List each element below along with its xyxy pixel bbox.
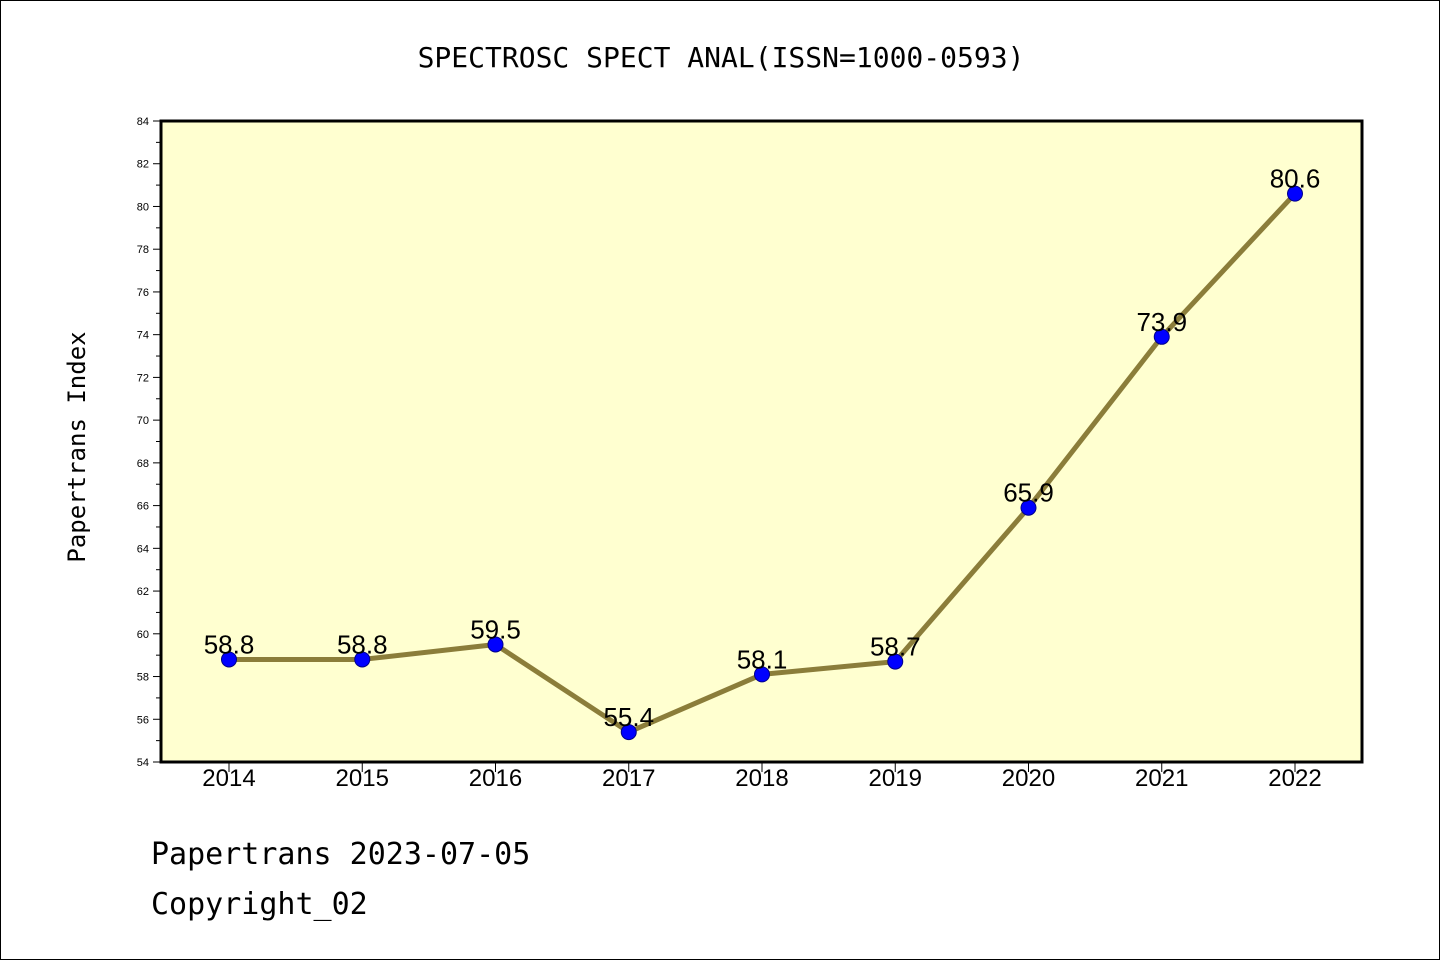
data-label: 58.1 (737, 644, 788, 674)
y-tick-label: 74 (137, 330, 149, 342)
x-tick-label: 2020 (1002, 765, 1055, 792)
data-point (1287, 185, 1303, 202)
y-tick-label: 66 (137, 501, 149, 513)
data-label: 58.8 (204, 629, 255, 659)
x-tick-label: 2022 (1268, 765, 1321, 792)
y-tick-label: 84 (137, 116, 149, 128)
y-tick-label: 68 (137, 458, 149, 470)
y-tick-label: 78 (137, 244, 149, 256)
y-axis: 54 56 58 60 62 64 66 68 70 72 74 76 78 80 82 84 (137, 116, 161, 769)
y-tick-label: 56 (137, 714, 149, 726)
y-tick-label: 70 (137, 415, 149, 427)
x-tick-label: 2015 (336, 765, 389, 792)
data-label: 55.4 (603, 702, 654, 732)
data-point (1020, 499, 1037, 516)
y-tick-label: 54 (137, 757, 149, 769)
y-tick-label: 76 (137, 287, 149, 299)
data-label: 73.9 (1136, 307, 1187, 337)
x-tick-label: 2018 (735, 765, 788, 792)
y-tick-label: 58 (137, 672, 149, 684)
y-tick-label: 72 (137, 372, 149, 384)
data-label: 65.9 (1003, 478, 1054, 508)
y-tick-label: 60 (137, 629, 149, 641)
data-point (620, 724, 637, 741)
x-tick-label: 2021 (1135, 765, 1188, 792)
data-label: 80.6 (1270, 164, 1321, 194)
data-labels: 58.8 58.8 59.5 55.4 58.1 58.7 65.9 73.9 80.6 (204, 164, 1321, 732)
x-tick-label: 2019 (869, 765, 922, 792)
x-tick-label: 2016 (469, 765, 522, 792)
y-tick-label: 82 (137, 159, 149, 171)
data-point (754, 666, 770, 683)
x-tick-label: 2017 (602, 765, 655, 792)
footer-copyright: Copyright_02 (151, 887, 368, 922)
x-tick-label: 2014 (202, 765, 255, 792)
y-tick-label: 64 (137, 543, 149, 555)
data-point (221, 651, 237, 668)
x-axis: 2014 2015 2016 2017 2018 2019 2020 2021 2022 (202, 762, 1322, 792)
data-point (887, 653, 904, 670)
y-axis-label: Papertrans Index (63, 331, 91, 562)
chart-title: SPECTROSC SPECT ANAL(ISSN=1000-0593) (418, 41, 1025, 74)
footer-date: Papertrans 2023-07-05 (151, 837, 531, 872)
data-label: 58.7 (870, 632, 921, 662)
y-tick-label: 62 (137, 586, 149, 598)
y-tick-label: 80 (137, 201, 149, 213)
data-point (1153, 328, 1170, 345)
data-point (354, 651, 371, 668)
series-group (221, 185, 1303, 741)
data-label: 58.8 (337, 629, 388, 659)
data-label: 59.5 (470, 614, 521, 644)
data-point (487, 636, 504, 653)
